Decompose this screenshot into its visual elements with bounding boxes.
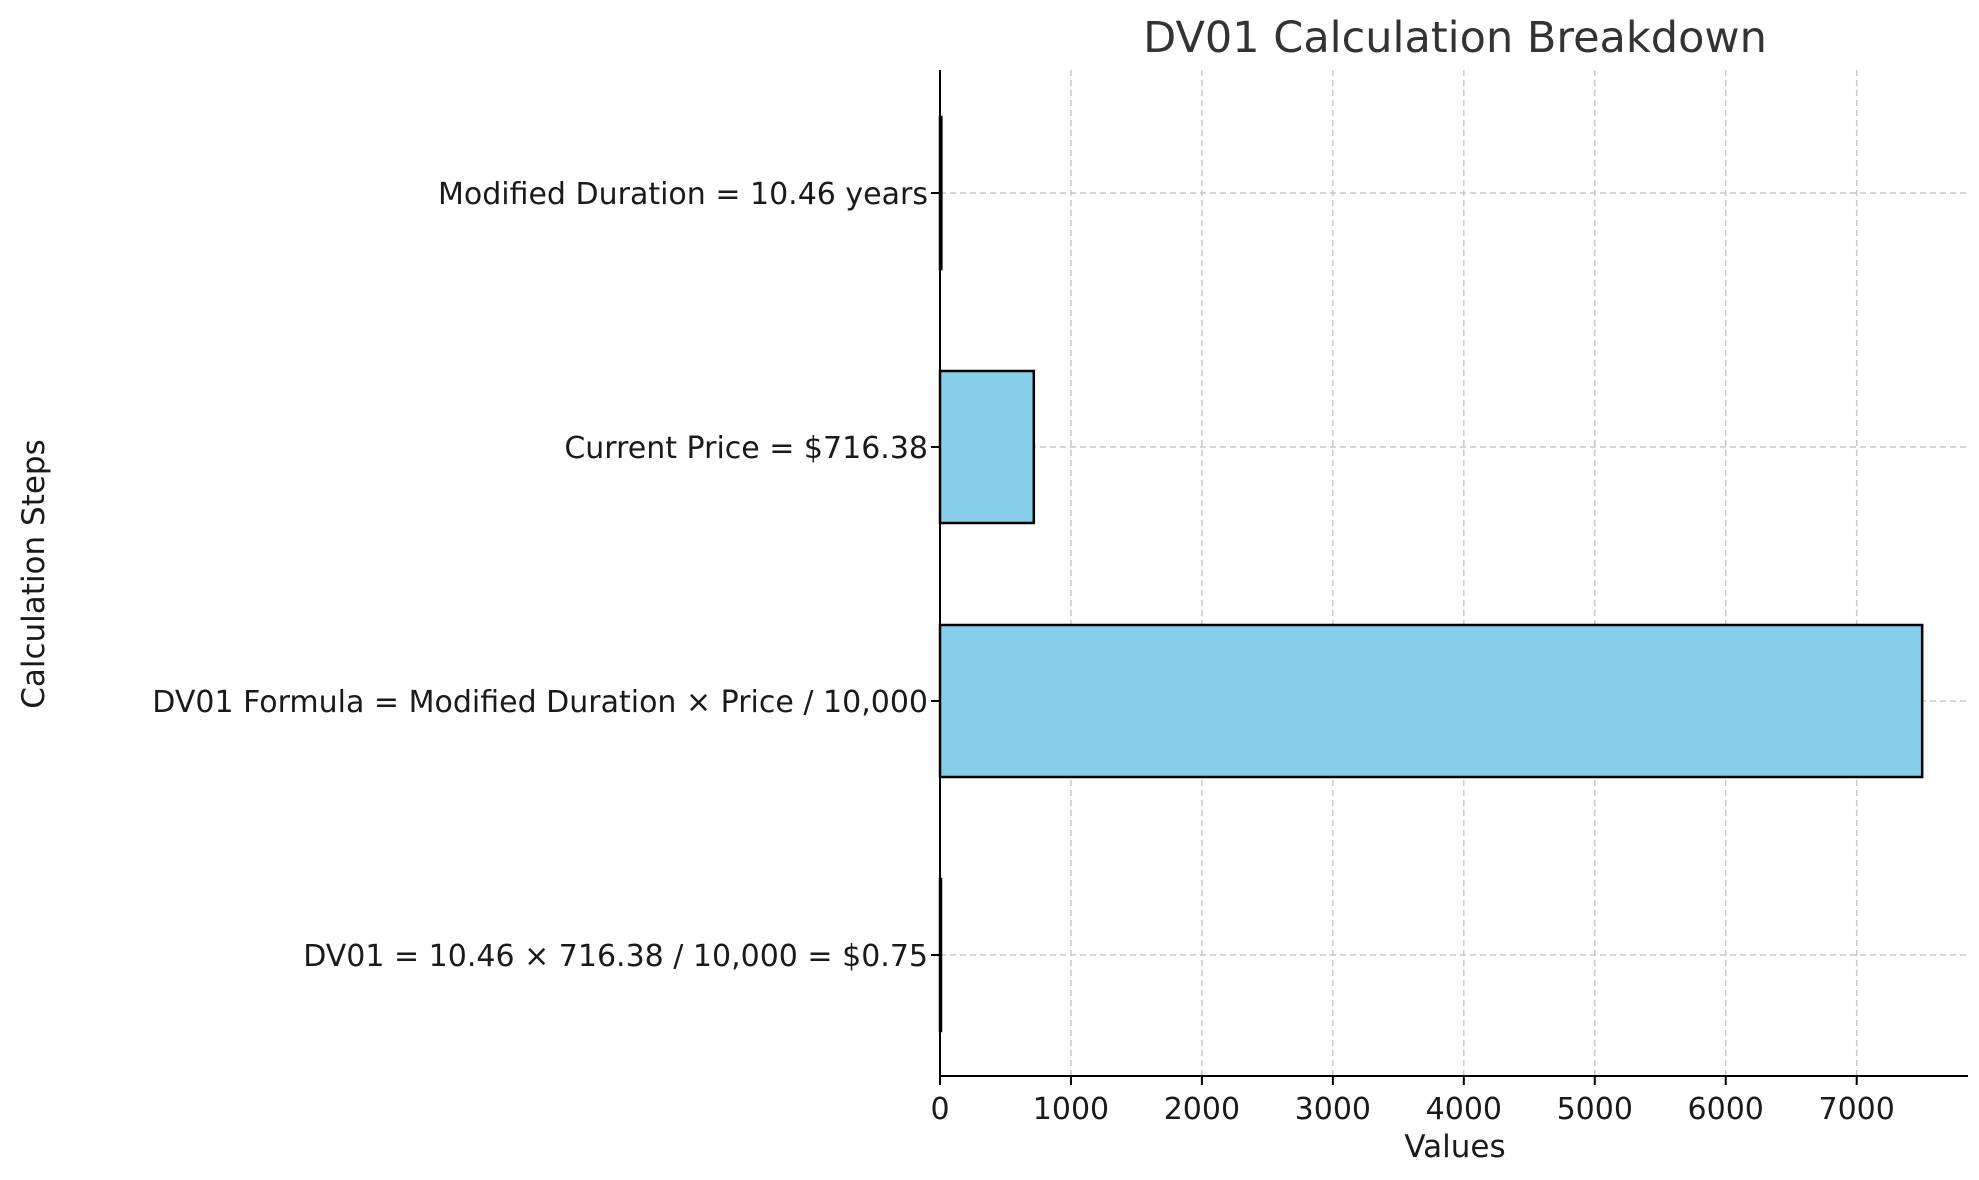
- ticks: 0 1000 2000 3000 4000 5000 6000 7000 Modified Du…: [152, 177, 1895, 1127]
- x-tick-label: 7000: [1819, 1092, 1895, 1127]
- x-tick-label: 1000: [1033, 1092, 1109, 1127]
- bar-2: [938, 369, 1036, 525]
- chart-title: DV01 Calculation Breakdown: [1143, 13, 1767, 63]
- grid: [939, 70, 1968, 1076]
- y-axis-label: Calculation Steps: [16, 439, 52, 709]
- y-category-label: Current Price = $716.38: [564, 431, 928, 466]
- x-tick-label: 6000: [1688, 1092, 1764, 1127]
- axes: [939, 70, 1968, 1077]
- x-axis-label: Values: [1404, 1129, 1505, 1165]
- bars: [938, 115, 1924, 1033]
- y-category-label: Modified Duration = 10.46 years: [438, 177, 928, 212]
- x-tick-label: 2000: [1164, 1092, 1240, 1127]
- x-tick-label: 3000: [1295, 1092, 1371, 1127]
- y-category-label: DV01 = 10.46 × 716.38 / 10,000 = $0.75: [303, 939, 928, 974]
- x-tick-label: 4000: [1426, 1092, 1502, 1127]
- x-tick-label: 5000: [1557, 1092, 1633, 1127]
- x-tick-label: 0: [930, 1092, 949, 1127]
- bar-3: [938, 623, 1924, 779]
- y-category-label: DV01 Formula = Modified Duration × Price…: [152, 685, 928, 720]
